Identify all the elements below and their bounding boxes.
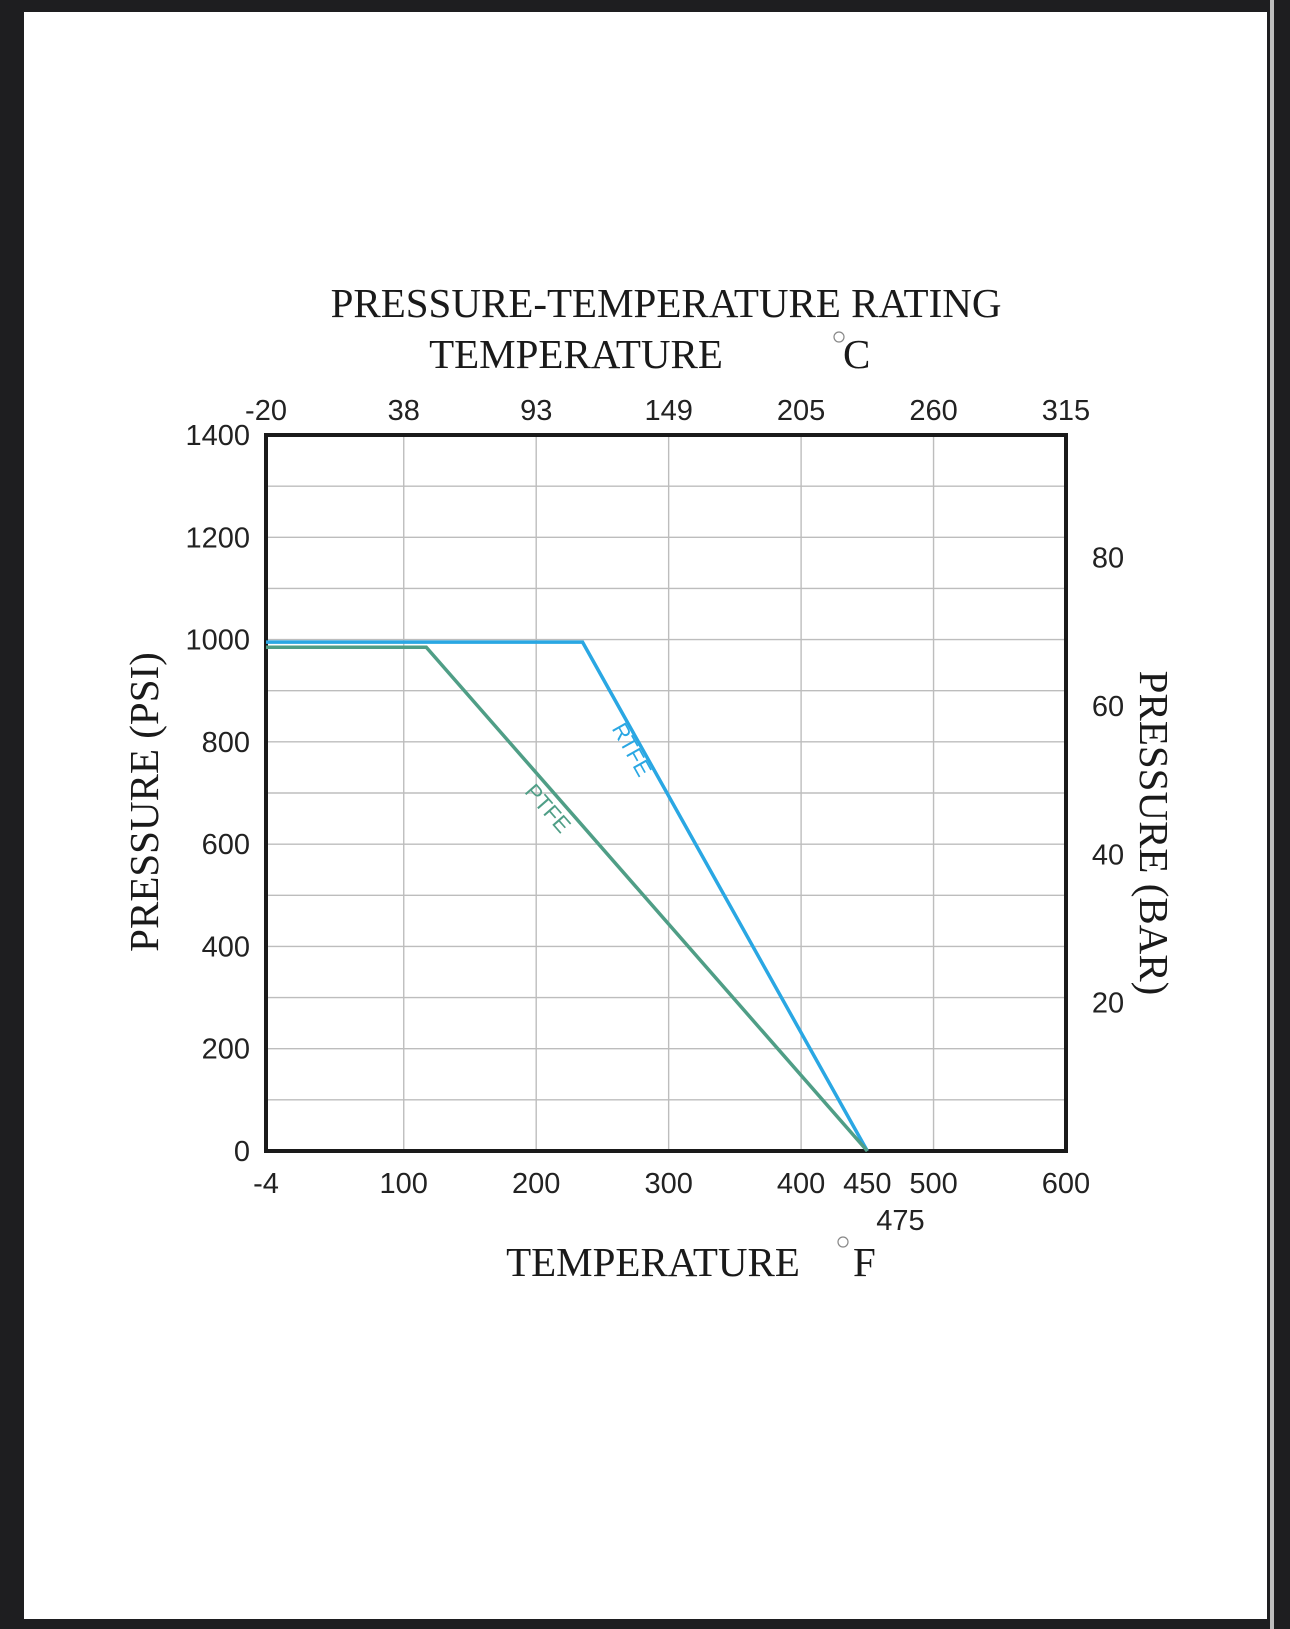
- page-edge-rule: [1270, 0, 1274, 1629]
- degree-symbol-c: [833, 331, 845, 343]
- y-tick-label: 800: [202, 727, 250, 759]
- top-axis-unit: C: [843, 331, 870, 377]
- x-tick-label: 400: [777, 1168, 825, 1200]
- grid: [266, 435, 1066, 1151]
- x-tick-label: 200: [512, 1168, 560, 1200]
- y-tick-label: 1400: [185, 420, 250, 452]
- x-tick-label: 600: [1042, 1168, 1090, 1200]
- x-extra-tick-label: 475: [876, 1205, 924, 1237]
- series-label-rtfe: RTFE: [607, 719, 657, 781]
- top-tick-label: 205: [777, 395, 825, 427]
- x-tick-label: 100: [380, 1168, 428, 1200]
- top-tick-label: 149: [644, 395, 692, 427]
- y-tick-label: 0: [234, 1136, 250, 1168]
- top-tick-label: 38: [388, 395, 420, 427]
- x-tick-label: 300: [644, 1168, 692, 1200]
- y-tick-label: 400: [202, 931, 250, 963]
- x-tick-label: -4: [253, 1168, 279, 1200]
- y-tick-label: 600: [202, 829, 250, 861]
- y-axis-title-left: PRESSURE (PSI): [121, 652, 167, 952]
- top-tick-label: 260: [909, 395, 957, 427]
- y-right-tick-label: 80: [1092, 543, 1124, 575]
- y-tick-label: 200: [202, 1034, 250, 1066]
- y-right-tick-label: 40: [1092, 839, 1124, 871]
- x-axis-unit: F: [853, 1239, 876, 1285]
- y-right-tick-label: 20: [1092, 988, 1124, 1020]
- series-line-rtfe: [266, 640, 869, 1152]
- y-axis-title-right: PRESSURE (BAR): [1131, 671, 1177, 996]
- top-tick-label: 93: [520, 395, 552, 427]
- degree-symbol-f: [837, 1236, 849, 1248]
- y-tick-label: 1200: [185, 522, 250, 554]
- x-tick-label: 500: [909, 1168, 957, 1200]
- x-tick-label: 450: [843, 1168, 891, 1200]
- plot-frame: [264, 433, 1068, 1153]
- y-right-tick-label: 60: [1092, 691, 1124, 723]
- chart-title: PRESSURE-TEMPERATURE RATING: [331, 280, 1002, 326]
- top-tick-label: 315: [1042, 395, 1090, 427]
- series-line-ptfe: [266, 645, 869, 1153]
- document-page: [24, 12, 1267, 1619]
- x-axis-title: TEMPERATURE: [506, 1239, 800, 1285]
- y-tick-label: 1000: [185, 625, 250, 657]
- top-tick-label: -20: [245, 395, 287, 427]
- top-axis-title: TEMPERATURE: [429, 331, 723, 377]
